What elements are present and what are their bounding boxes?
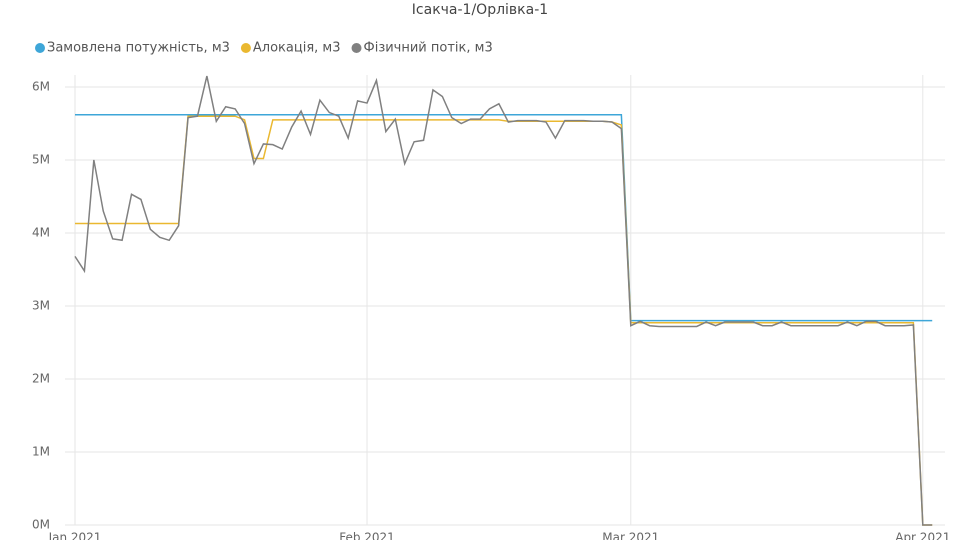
legend-label: Алокація, м3 [253, 41, 341, 56]
series-line [75, 113, 933, 322]
x-tick-label: Mar 2021 [602, 531, 659, 541]
y-tick-label: 5M [32, 153, 50, 167]
series-line [75, 115, 933, 526]
y-tick-label: 4M [32, 226, 50, 240]
y-tick-label: 0M [32, 518, 50, 532]
x-tick-label: Feb 2021 [339, 531, 395, 541]
y-tick-label: 2M [32, 372, 50, 386]
legend-marker [240, 43, 251, 53]
chart-title: Ісакча-1/Орлівка-1 [412, 2, 548, 18]
legend-marker [351, 43, 362, 53]
x-tick-label: Apr 2021 [895, 531, 950, 541]
series-line [74, 75, 933, 526]
legend-label: Замовлена потужність, м3 [47, 41, 230, 56]
legend-marker [35, 43, 45, 53]
y-tick-label: 3M [32, 299, 50, 313]
y-tick-label: 6M [32, 80, 50, 94]
x-tick-label: Jan 2021 [48, 531, 102, 541]
y-tick-label: 1M [32, 445, 50, 459]
legend-label: Фізичний потік, м3 [364, 41, 493, 56]
